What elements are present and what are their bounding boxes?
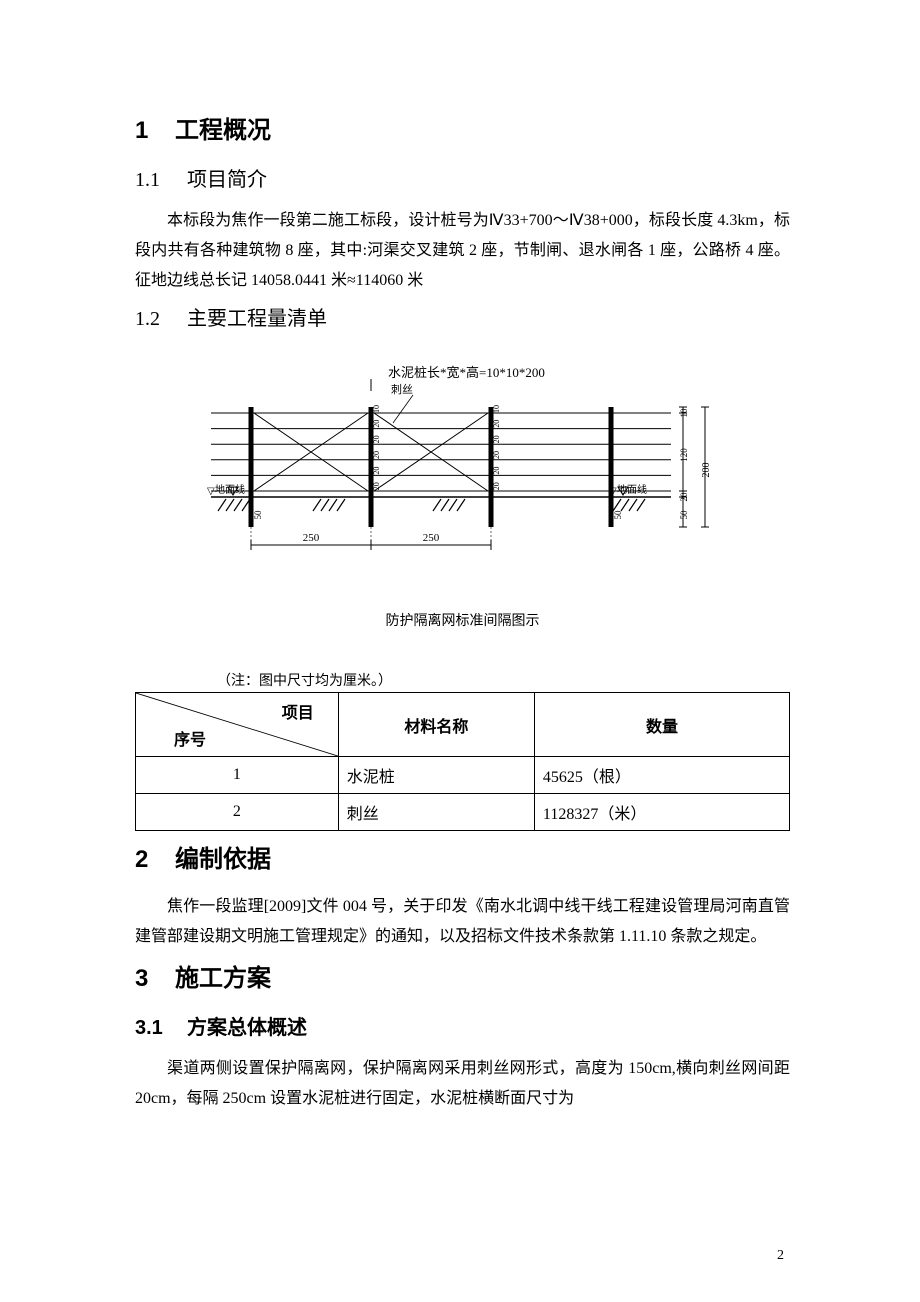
para-3-1: 渠道两侧设置保护隔离网，保护隔离网采用刺丝网形式，高度为 150cm,横向刺丝网… <box>135 1054 790 1114</box>
cell-mat: 水泥桩 <box>338 757 534 794</box>
heading-3: 3施工方案 <box>135 958 790 993</box>
svg-text:250: 250 <box>422 532 439 544</box>
heading-1-title: 工程概况 <box>175 117 271 144</box>
heading-1: 1工程概况 <box>135 110 790 145</box>
svg-text:水泥桩长*宽*高=10*10*200: 水泥桩长*宽*高=10*10*200 <box>388 365 545 380</box>
heading-2-num: 2 <box>135 846 175 874</box>
cell-qty: 45625（根） <box>534 757 789 794</box>
heading-1-1-num: 1.1 <box>135 169 187 192</box>
heading-2-title: 编制依据 <box>175 846 271 873</box>
svg-text:20: 20 <box>372 467 381 475</box>
heading-1-num: 1 <box>135 117 175 145</box>
heading-3-1-title: 方案总体概述 <box>187 1017 307 1039</box>
svg-text:10: 10 <box>492 405 501 413</box>
svg-text:地面线: 地面线 <box>215 483 245 496</box>
heading-2: 2编制依据 <box>135 839 790 874</box>
svg-text:200: 200 <box>701 463 712 478</box>
heading-1-2-title: 主要工程量清单 <box>187 308 327 330</box>
svg-text:20: 20 <box>492 467 501 475</box>
heading-3-title: 施工方案 <box>175 965 271 992</box>
cell-mat: 刺丝 <box>338 794 534 831</box>
cell-qty: 1128327（米） <box>534 794 789 831</box>
svg-text:▽: ▽ <box>609 486 617 497</box>
th-material: 材料名称 <box>338 693 534 757</box>
heading-3-num: 3 <box>135 965 175 993</box>
th-item: 项目 <box>282 699 314 723</box>
page-number: 2 <box>777 1248 784 1264</box>
svg-text:20: 20 <box>372 451 381 459</box>
svg-text:20: 20 <box>492 482 501 490</box>
document-page: 1工程概况 1.1项目简介 本标段为焦作一段第二施工标段，设计桩号为Ⅳ33+70… <box>0 0 920 1180</box>
heading-1-1: 1.1项目简介 <box>135 163 790 192</box>
svg-text:50: 50 <box>613 510 623 520</box>
th-qty: 数量 <box>534 693 789 757</box>
svg-text:20: 20 <box>372 435 381 443</box>
table-row: 2 刺丝 1128327（米） <box>136 794 790 831</box>
svg-text:20: 20 <box>492 435 501 443</box>
svg-text:50: 50 <box>679 510 689 520</box>
table-header-row: 项目 序号 材料名称 数量 <box>136 693 790 757</box>
cell-seq: 1 <box>136 757 339 794</box>
svg-text:20: 20 <box>372 420 381 428</box>
para-2: 焦作一段监理[2009]文件 004 号，关于印发《南水北调中线干线工程建设管理… <box>135 892 790 952</box>
svg-text:▽: ▽ <box>207 486 215 497</box>
fence-diagram: 水泥桩长*宽*高=10*10*200刺丝地面线地面线▽▽202020202010… <box>135 359 790 630</box>
svg-text:120: 120 <box>679 448 689 462</box>
diagram-caption: 防护隔离网标准间隔图示 <box>135 610 790 630</box>
heading-1-1-title: 项目简介 <box>187 169 267 191</box>
svg-text:20: 20 <box>372 482 381 490</box>
th-diagonal: 项目 序号 <box>136 693 339 757</box>
th-seq: 序号 <box>174 726 206 750</box>
svg-text:刺丝: 刺丝 <box>391 383 413 396</box>
svg-text:20: 20 <box>492 420 501 428</box>
heading-1-2-num: 1.2 <box>135 308 187 331</box>
materials-table: 项目 序号 材料名称 数量 1 水泥桩 45625（根） 2 刺丝 112832… <box>135 692 790 831</box>
svg-text:50: 50 <box>253 510 263 520</box>
para-1-1: 本标段为焦作一段第二施工标段，设计桩号为Ⅳ33+700～Ⅳ38+000，标段长度… <box>135 206 790 296</box>
svg-text:地面线: 地面线 <box>617 483 647 496</box>
heading-3-1-num: 3.1 <box>135 1017 187 1040</box>
cell-seq: 2 <box>136 794 339 831</box>
heading-3-1: 3.1方案总体概述 <box>135 1011 790 1040</box>
svg-text:20: 20 <box>492 451 501 459</box>
heading-1-2: 1.2主要工程量清单 <box>135 302 790 331</box>
svg-text:10: 10 <box>372 405 381 413</box>
fence-diagram-svg: 水泥桩长*宽*高=10*10*200刺丝地面线地面线▽▽202020202010… <box>193 359 733 569</box>
svg-text:250: 250 <box>302 532 319 544</box>
table-row: 1 水泥桩 45625（根） <box>136 757 790 794</box>
diagram-note: （注：图中尺寸均为厘米。） <box>217 670 790 690</box>
